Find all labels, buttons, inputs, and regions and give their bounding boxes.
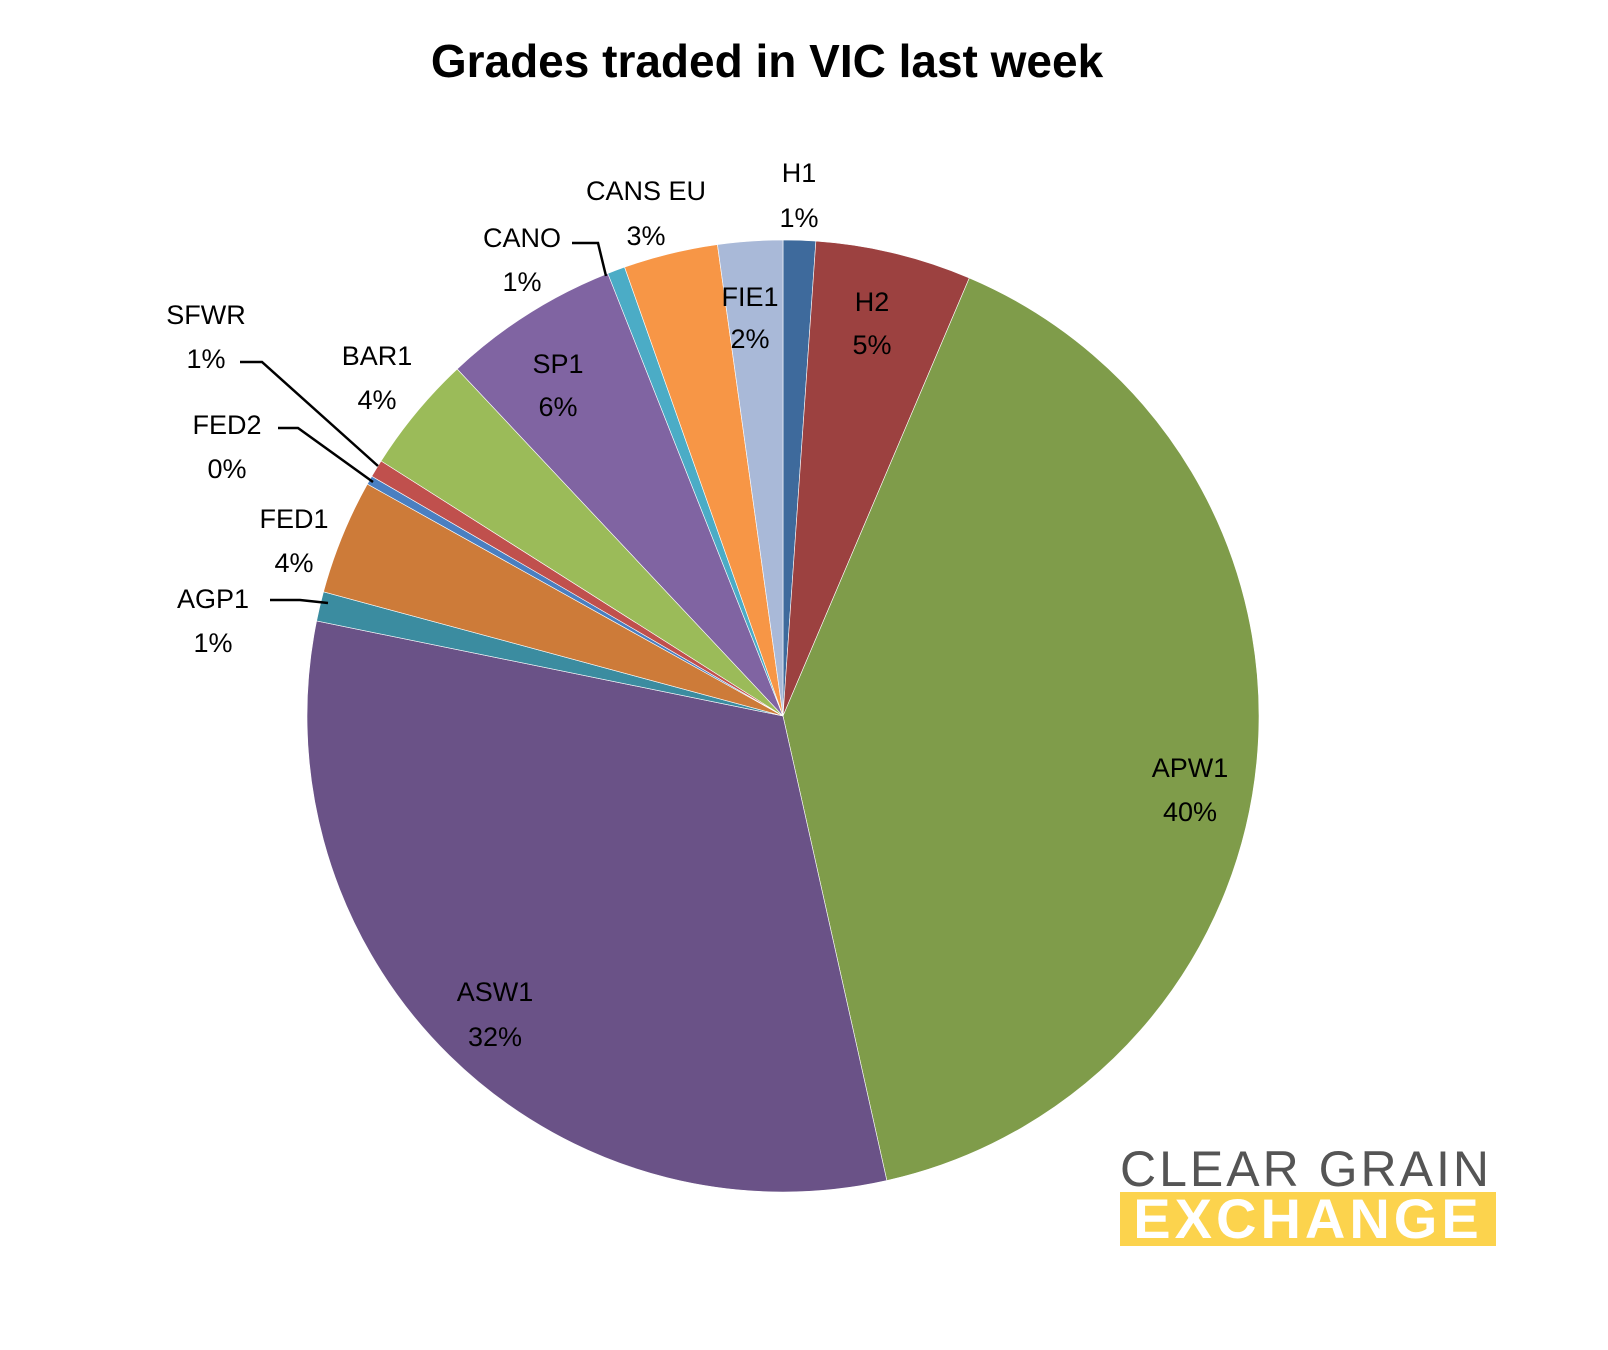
pie-slice-asw1 bbox=[306, 620, 888, 1193]
leader-line-fed2 bbox=[278, 426, 374, 484]
leader-line-agp1 bbox=[270, 598, 329, 605]
logo-band bbox=[1120, 1192, 1496, 1246]
slice-label-h2: H2 bbox=[855, 287, 890, 317]
slice-label-agp1: AGP1 bbox=[177, 584, 249, 614]
slice-label-sfwr: SFWR bbox=[166, 300, 245, 330]
slice-label-h1: H1 bbox=[782, 158, 817, 188]
leader-line-sfwr bbox=[240, 360, 379, 467]
slice-labels: H1 1% H2 5% APW1 40% ASW1 32% AGP1 1% FED1 4% FED2 0%… bbox=[166, 158, 1228, 1052]
leader-lines bbox=[240, 241, 608, 605]
slice-percent-fed2: 0% bbox=[207, 454, 246, 484]
slice-label-apw1: APW1 bbox=[1152, 753, 1229, 783]
slice-label-sp1: SP1 bbox=[532, 349, 583, 379]
slice-label-fed1: FED1 bbox=[259, 504, 328, 534]
slice-percent-bar1: 4% bbox=[357, 385, 396, 415]
slice-label-bar1: BAR1 bbox=[342, 341, 413, 371]
pie-slice-apw1 bbox=[782, 277, 1260, 1181]
logo-line1: CLEAR GRAIN bbox=[1120, 1141, 1492, 1197]
pie-slice-fie1 bbox=[717, 239, 784, 717]
pie-slices bbox=[306, 239, 1260, 1193]
slice-percent-apw1: 40% bbox=[1163, 797, 1217, 827]
slice-percent-h1: 1% bbox=[779, 203, 818, 233]
slice-percent-sfwr: 1% bbox=[186, 344, 225, 374]
slice-percent-agp1: 1% bbox=[193, 628, 232, 658]
slice-percent-h2: 5% bbox=[852, 330, 891, 360]
slice-percent-cans-eu: 3% bbox=[626, 221, 665, 251]
slice-label-fie1: FIE1 bbox=[721, 282, 778, 312]
chart-title: Grades traded in VIC last week bbox=[430, 35, 1104, 87]
slice-percent-fie1: 2% bbox=[730, 324, 769, 354]
slice-label-cans-eu: CANS EU bbox=[586, 176, 706, 206]
pie-slice-h2 bbox=[782, 240, 970, 717]
slice-percent-sp1: 6% bbox=[538, 392, 577, 422]
slice-label-cano: CANO bbox=[483, 223, 561, 253]
slice-percent-asw1: 32% bbox=[468, 1022, 522, 1052]
pie-slice-sp1 bbox=[456, 273, 784, 717]
logo-line2: EXCHANGE bbox=[1133, 1187, 1483, 1250]
slice-percent-cano: 1% bbox=[502, 267, 541, 297]
leader-line-cano bbox=[572, 241, 608, 277]
slice-label-asw1: ASW1 bbox=[457, 977, 534, 1007]
slice-label-fed2: FED2 bbox=[192, 410, 261, 440]
slice-percent-fed1: 4% bbox=[274, 548, 313, 578]
